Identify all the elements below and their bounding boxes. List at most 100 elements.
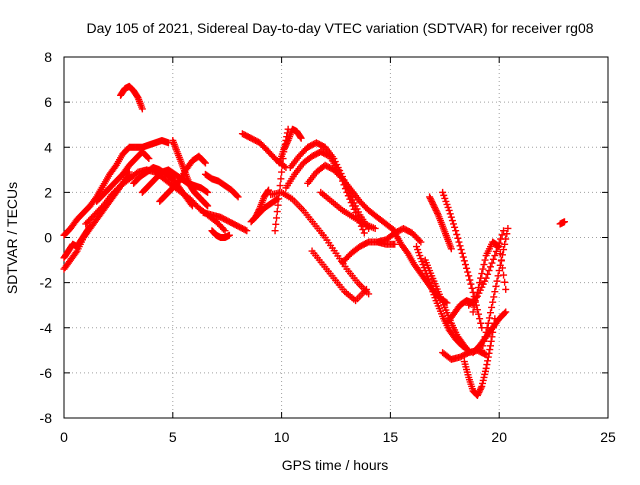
series-arc-10 <box>169 136 212 210</box>
data-point <box>489 255 497 263</box>
data-point <box>362 285 370 293</box>
data-point <box>496 261 504 269</box>
data-point <box>502 308 510 316</box>
data-point <box>451 223 459 231</box>
grid <box>64 57 608 418</box>
series-arc-12 <box>199 209 251 235</box>
y-tick-label: -2 <box>40 275 53 291</box>
data-point <box>461 261 469 269</box>
data-point <box>464 268 472 276</box>
data-point <box>481 256 489 264</box>
data-point <box>492 282 500 290</box>
data-point <box>488 303 496 311</box>
data-point <box>371 224 379 232</box>
y-tick-label: -4 <box>40 320 53 336</box>
data-point <box>202 200 210 208</box>
data-point <box>465 272 473 280</box>
data-point <box>297 134 305 142</box>
data-point <box>359 226 367 234</box>
data-point <box>501 278 509 286</box>
data-point <box>273 208 281 216</box>
data-point <box>204 202 212 210</box>
data-point <box>478 270 486 278</box>
data-point <box>188 202 196 210</box>
data-point <box>497 256 505 264</box>
data-point <box>467 280 475 288</box>
data-point <box>460 342 468 350</box>
data-point <box>478 346 486 354</box>
data-point <box>498 251 506 259</box>
series-arc-39 <box>556 218 568 228</box>
data-point <box>484 270 492 278</box>
data-point <box>417 238 425 246</box>
data-point <box>498 231 506 239</box>
data-point <box>476 279 484 287</box>
x-tick-label: 15 <box>383 429 399 445</box>
data-point <box>472 294 480 302</box>
data-point <box>278 168 286 176</box>
data-point <box>488 259 496 267</box>
data-point <box>447 245 455 253</box>
data-point <box>501 309 509 317</box>
data-point <box>476 315 484 323</box>
data-point <box>283 138 291 146</box>
data-point <box>454 234 462 242</box>
series-arc-30 <box>426 193 455 253</box>
data-point <box>453 230 461 238</box>
data-point <box>243 227 251 235</box>
y-tick-label: -8 <box>40 410 53 426</box>
data-point <box>447 213 455 221</box>
data-point <box>265 186 273 194</box>
x-tick-label: 0 <box>60 429 68 445</box>
series-arc-9 <box>156 152 209 205</box>
data-point <box>241 226 249 234</box>
data-points <box>60 82 568 399</box>
data-point <box>468 284 476 292</box>
x-tick-label: 20 <box>491 429 507 445</box>
data-point <box>445 206 453 214</box>
x-axis-label: GPS time / hours <box>282 457 389 473</box>
y-tick-label: 6 <box>44 94 52 110</box>
data-point <box>483 324 491 332</box>
data-point <box>233 192 241 200</box>
data-point <box>470 303 478 311</box>
data-point <box>485 314 493 322</box>
data-point <box>491 288 499 296</box>
data-point <box>138 105 146 113</box>
y-tick-label: 8 <box>44 49 52 65</box>
data-point <box>145 155 153 163</box>
series-arc-37 <box>465 227 508 309</box>
data-point <box>493 277 501 285</box>
y-axis-label: SDTVAR / TECUs <box>4 182 20 294</box>
data-point <box>503 230 511 238</box>
data-point <box>484 357 492 365</box>
series-arc-29 <box>421 256 468 350</box>
series-arc-5 <box>93 148 153 205</box>
data-point <box>277 175 285 183</box>
series-arc-25 <box>339 238 399 266</box>
y-tick-label: 4 <box>44 139 52 155</box>
data-point <box>456 242 464 250</box>
data-point <box>463 264 471 272</box>
data-point <box>491 252 499 260</box>
data-point <box>296 133 304 141</box>
x-tick-label: 10 <box>274 429 290 445</box>
data-point <box>276 182 284 190</box>
series-arc-34 <box>460 315 499 399</box>
data-point <box>72 249 80 257</box>
data-point <box>482 328 490 336</box>
data-point <box>450 220 458 228</box>
data-point <box>459 253 467 261</box>
data-point <box>502 235 510 243</box>
data-point <box>482 364 490 372</box>
data-point <box>502 285 510 293</box>
data-point <box>484 353 492 361</box>
data-point <box>484 319 492 327</box>
data-point <box>446 210 454 218</box>
x-tick-label: 5 <box>169 429 177 445</box>
series-arc-16 <box>251 186 273 221</box>
data-point <box>455 238 463 246</box>
data-point <box>459 340 467 348</box>
data-point <box>434 209 442 217</box>
data-point <box>234 193 242 201</box>
